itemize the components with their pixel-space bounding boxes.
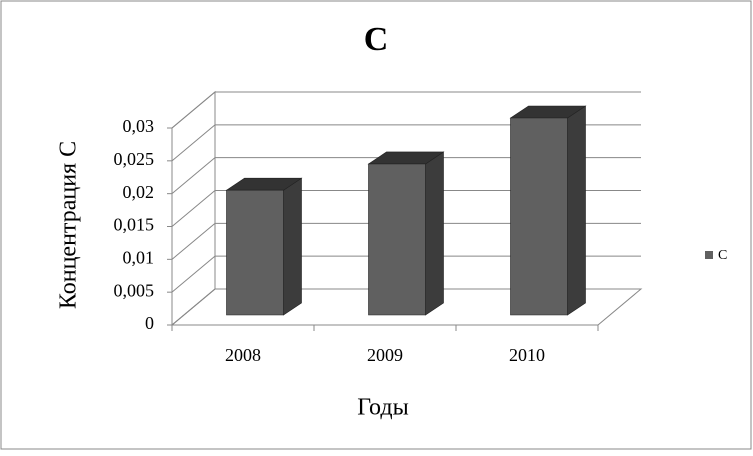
x-tick-label: 2009 <box>367 345 403 365</box>
y-tick-label: 0,02 <box>123 182 155 202</box>
x-axis-title: Годы <box>357 395 408 421</box>
chart-title: С <box>364 21 389 58</box>
grid-line <box>171 288 641 326</box>
legend-swatch <box>705 251 713 259</box>
y-tick-label: 0,03 <box>123 116 155 136</box>
y-tick-label: 0 <box>145 313 154 333</box>
grid-line <box>171 255 641 293</box>
grid-line <box>171 157 641 195</box>
bar-side <box>567 105 586 316</box>
bar <box>225 177 303 316</box>
y-tick-label: 0,015 <box>114 215 155 235</box>
bar-front <box>368 163 426 316</box>
bar <box>509 105 587 316</box>
bar-front <box>510 117 568 316</box>
grid-line <box>171 124 641 162</box>
x-tick-label: 2010 <box>509 345 545 365</box>
bar <box>367 151 445 316</box>
bar-side <box>425 151 444 316</box>
y-tick-label: 0,025 <box>114 149 155 169</box>
bar-front <box>226 189 284 316</box>
y-tick-label: 0,005 <box>114 280 155 300</box>
y-axis-title: Концентрация С <box>56 141 82 309</box>
grid-line <box>171 222 641 260</box>
grid-line <box>171 190 641 227</box>
grid-line <box>171 91 641 129</box>
x-tick-label: 2008 <box>225 345 261 365</box>
legend-label: С <box>718 248 727 263</box>
bar-side <box>283 177 302 316</box>
y-tick-label: 0,01 <box>123 247 155 267</box>
